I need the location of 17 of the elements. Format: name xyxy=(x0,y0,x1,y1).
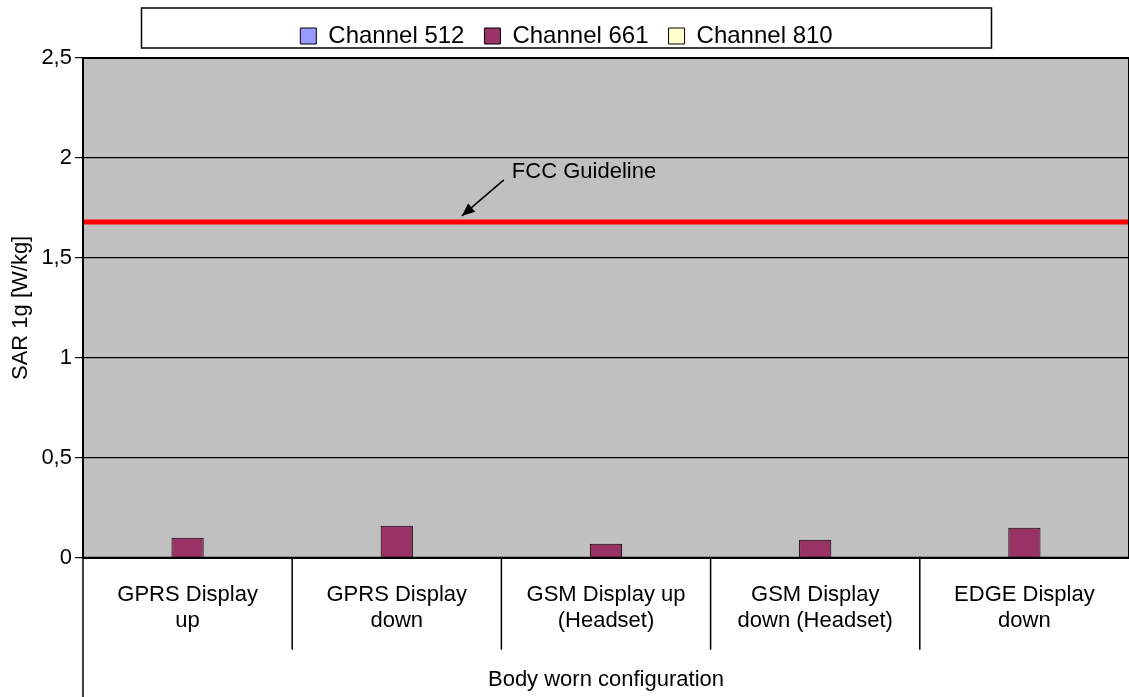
y-axis-title: SAR 1g [W/kg] xyxy=(7,235,33,381)
x-tick-label: GPRS Display up xyxy=(117,581,258,633)
x-tick-label: GSM Display down (Headset) xyxy=(737,581,893,633)
x-tick-label: EDGE Display down xyxy=(954,581,1095,633)
legend-label: Channel 661 xyxy=(512,20,649,48)
x-tick-label: GPRS Display down xyxy=(326,581,468,633)
y-tick-label: 0,5 xyxy=(41,443,72,469)
ref-line-label: FCC Guideline xyxy=(511,158,657,183)
y-tick-label: 0 xyxy=(59,543,72,569)
x-tick-label: GSM Display up (Headset) xyxy=(526,581,686,633)
legend-label: Channel 810 xyxy=(696,20,833,48)
y-tick-label: 1 xyxy=(59,343,72,369)
x-axis-title: Body worn configuration xyxy=(487,665,725,691)
legend-label: Channel 512 xyxy=(328,20,465,48)
y-tick-label: 1,5 xyxy=(41,243,72,269)
y-tick-label: 2 xyxy=(59,144,72,170)
y-tick-label: 2,5 xyxy=(41,44,72,70)
